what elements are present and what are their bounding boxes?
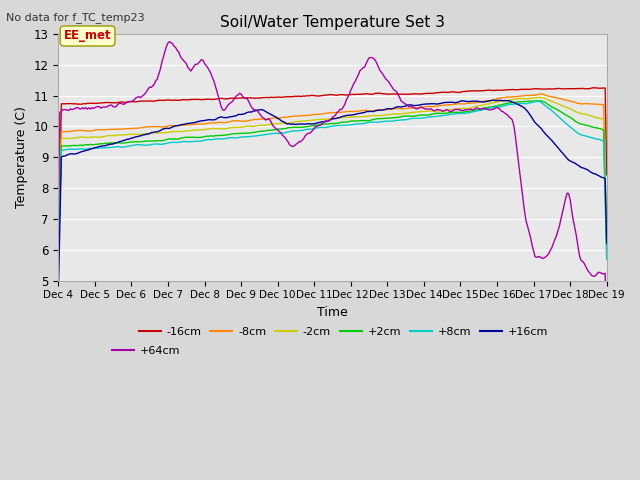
- Line: -16cm: -16cm: [58, 88, 607, 269]
- +64cm: [603, 324, 611, 330]
- Text: EE_met: EE_met: [64, 29, 111, 43]
- +16cm: [397, 104, 405, 110]
- Y-axis label: Temperature (C): Temperature (C): [15, 107, 28, 208]
- Text: No data for f_TC_temp23: No data for f_TC_temp23: [6, 12, 145, 23]
- +8cm: [70, 146, 77, 152]
- +8cm: [157, 141, 164, 147]
- +16cm: [70, 151, 77, 157]
- -16cm: [70, 101, 77, 107]
- Line: -8cm: -8cm: [58, 94, 607, 253]
- -8cm: [367, 108, 374, 114]
- +16cm: [490, 97, 498, 103]
- -2cm: [603, 243, 611, 249]
- +64cm: [538, 255, 545, 261]
- +8cm: [603, 256, 611, 262]
- Line: +16cm: +16cm: [58, 100, 607, 296]
- -16cm: [397, 91, 405, 97]
- -16cm: [591, 85, 598, 91]
- +2cm: [603, 250, 611, 255]
- +64cm: [54, 217, 62, 223]
- -8cm: [538, 91, 545, 97]
- -8cm: [603, 234, 611, 240]
- Legend: +64cm: +64cm: [108, 341, 185, 360]
- +16cm: [367, 108, 374, 114]
- -16cm: [367, 91, 374, 97]
- +2cm: [397, 114, 405, 120]
- +2cm: [367, 118, 374, 123]
- +64cm: [166, 39, 173, 45]
- -2cm: [397, 111, 405, 117]
- -2cm: [70, 135, 77, 141]
- +8cm: [367, 119, 374, 125]
- -16cm: [157, 97, 164, 103]
- +8cm: [397, 117, 405, 123]
- -8cm: [157, 124, 164, 130]
- +64cm: [399, 99, 406, 105]
- +16cm: [157, 128, 164, 133]
- +16cm: [538, 126, 545, 132]
- -2cm: [367, 113, 374, 119]
- +2cm: [538, 98, 545, 104]
- Title: Soil/Water Temperature Set 3: Soil/Water Temperature Set 3: [220, 15, 445, 30]
- +64cm: [70, 106, 77, 112]
- -2cm: [534, 95, 542, 100]
- +8cm: [385, 119, 393, 124]
- +64cm: [368, 55, 376, 60]
- +2cm: [536, 98, 543, 104]
- -2cm: [385, 112, 393, 118]
- +64cm: [157, 67, 164, 72]
- -16cm: [536, 86, 543, 92]
- Line: +2cm: +2cm: [58, 101, 607, 262]
- -8cm: [385, 107, 393, 112]
- -2cm: [157, 130, 164, 136]
- X-axis label: Time: Time: [317, 306, 348, 319]
- +2cm: [157, 138, 164, 144]
- Line: +64cm: +64cm: [58, 42, 607, 327]
- -8cm: [397, 106, 405, 112]
- Line: +8cm: +8cm: [58, 101, 607, 264]
- +2cm: [70, 143, 77, 148]
- -16cm: [603, 172, 611, 178]
- +2cm: [54, 259, 62, 264]
- -16cm: [54, 266, 62, 272]
- +8cm: [534, 98, 542, 104]
- Line: -2cm: -2cm: [58, 97, 607, 257]
- +8cm: [54, 262, 62, 267]
- -8cm: [54, 250, 62, 256]
- +8cm: [538, 100, 545, 106]
- +16cm: [603, 240, 611, 246]
- +16cm: [385, 106, 393, 111]
- -2cm: [54, 254, 62, 260]
- -8cm: [536, 91, 543, 97]
- -8cm: [70, 128, 77, 134]
- -2cm: [538, 95, 545, 100]
- -16cm: [385, 91, 393, 97]
- +64cm: [387, 82, 394, 87]
- +2cm: [385, 115, 393, 121]
- +16cm: [54, 293, 62, 299]
